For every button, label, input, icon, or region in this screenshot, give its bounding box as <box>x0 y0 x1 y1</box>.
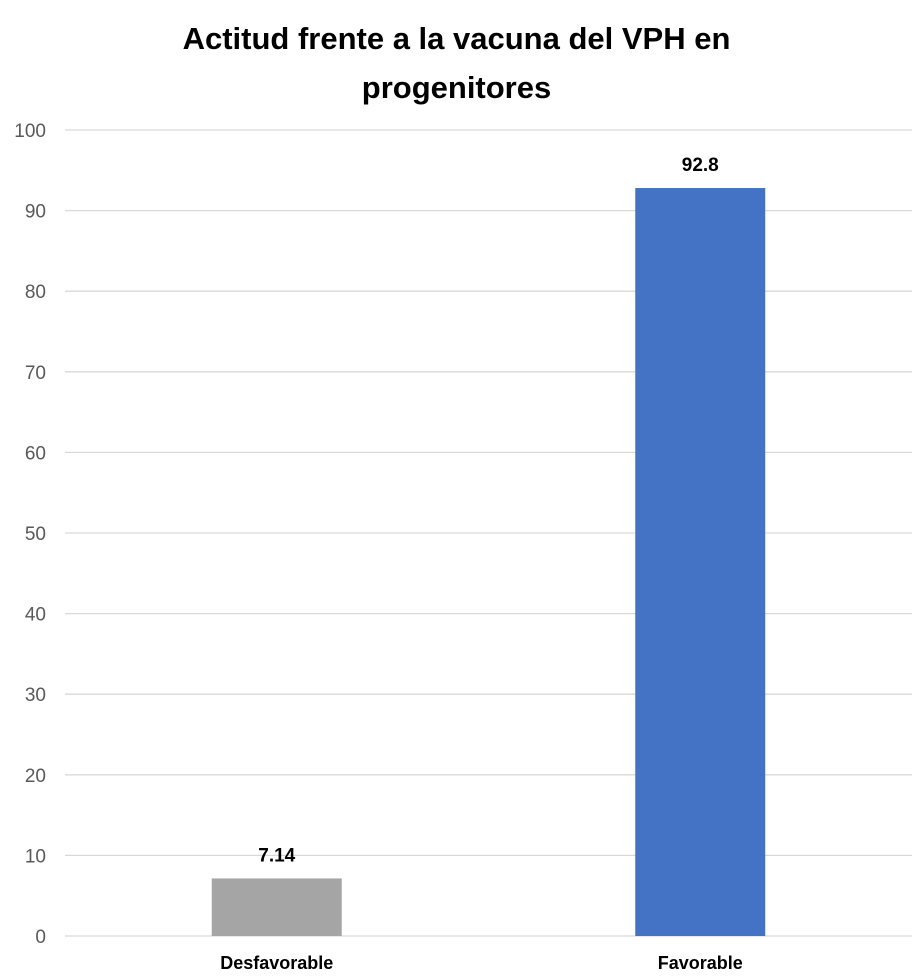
y-tick-label: 90 <box>25 202 46 223</box>
y-tick-label: 100 <box>14 121 46 142</box>
y-tick-label: 70 <box>25 363 46 384</box>
y-tick-label: 0 <box>35 927 46 948</box>
y-axis-ticks: 0 10 20 30 40 50 60 70 80 90 100 <box>14 121 46 948</box>
gridlines <box>65 129 912 937</box>
bar-favorable <box>635 188 766 937</box>
chart-title: Actitud frente a la vacuna del VPH en pr… <box>182 21 731 105</box>
y-tick-label: 50 <box>25 524 46 545</box>
category-label-favorable: Favorable <box>658 953 743 973</box>
bar-desfavorable <box>211 878 342 936</box>
y-tick-label: 40 <box>25 605 46 626</box>
y-tick-label: 20 <box>25 766 46 787</box>
data-labels: 7.14 92.8 <box>258 155 718 866</box>
y-tick-label: 60 <box>25 443 46 464</box>
bars <box>211 188 766 937</box>
data-label-favorable: 92.8 <box>682 155 719 176</box>
x-axis-categories: Desfavorable Favorable <box>220 953 743 973</box>
data-label-desfavorable: 7.14 <box>258 845 295 866</box>
category-label-desfavorable: Desfavorable <box>220 953 333 973</box>
y-tick-label: 30 <box>25 685 46 706</box>
y-tick-label: 80 <box>25 282 46 303</box>
y-tick-label: 10 <box>25 846 46 867</box>
